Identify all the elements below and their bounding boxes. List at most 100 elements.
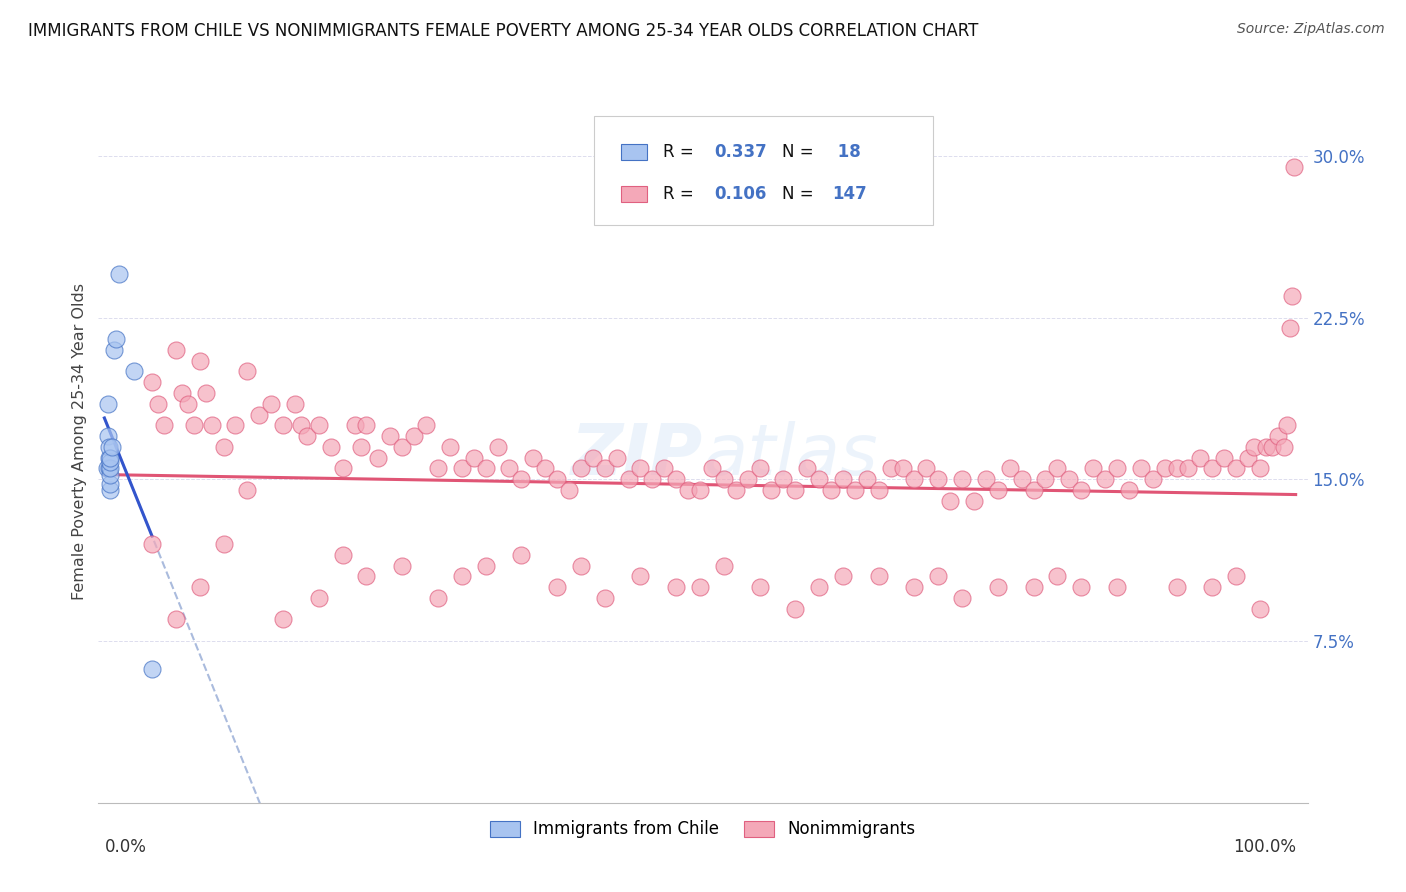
Point <box>391 440 413 454</box>
Point <box>1129 461 1152 475</box>
Point <box>153 418 176 433</box>
Point <box>98 440 121 454</box>
Point <box>796 461 818 475</box>
Point <box>748 580 770 594</box>
Point <box>1046 461 1069 475</box>
Point <box>534 461 557 475</box>
Point <box>1118 483 1140 497</box>
Point <box>832 569 855 583</box>
Point <box>963 493 986 508</box>
Point <box>194 386 217 401</box>
Point <box>820 483 842 497</box>
Bar <box>621 186 647 202</box>
Point <box>510 472 533 486</box>
Point <box>177 397 200 411</box>
Point <box>1284 160 1306 174</box>
Point <box>1189 450 1212 465</box>
Text: 0.0%: 0.0% <box>104 838 146 855</box>
Point <box>617 472 640 486</box>
Point <box>122 364 145 378</box>
Point <box>593 461 616 475</box>
Point <box>915 461 938 475</box>
Point <box>98 467 121 482</box>
Point <box>606 450 628 465</box>
Point <box>1277 418 1299 433</box>
Point <box>200 418 222 433</box>
Point <box>319 440 342 454</box>
Point <box>950 472 973 486</box>
Point <box>380 429 402 443</box>
Point <box>987 580 1010 594</box>
Point <box>391 558 413 573</box>
Point <box>1254 440 1277 454</box>
Point <box>474 461 496 475</box>
Point <box>689 580 711 594</box>
Point <box>260 397 283 411</box>
Point <box>450 461 472 475</box>
Point <box>1281 289 1303 303</box>
Point <box>97 397 120 411</box>
Point <box>641 472 664 486</box>
Point <box>546 580 568 594</box>
Point <box>439 440 461 454</box>
Point <box>98 450 121 465</box>
Text: Source: ZipAtlas.com: Source: ZipAtlas.com <box>1237 22 1385 37</box>
Point <box>546 472 568 486</box>
Point <box>332 461 354 475</box>
Point <box>97 429 120 443</box>
Point <box>1011 472 1033 486</box>
Point <box>772 472 794 486</box>
Point <box>1249 601 1271 615</box>
Point <box>1070 483 1092 497</box>
Point <box>247 408 270 422</box>
Point <box>308 591 330 605</box>
Point <box>1225 461 1247 475</box>
Point <box>569 461 592 475</box>
Point <box>1201 461 1223 475</box>
Point <box>1278 321 1301 335</box>
Point <box>1059 472 1081 486</box>
Point <box>1249 461 1271 475</box>
Point <box>98 450 121 465</box>
Point <box>665 580 688 594</box>
Point <box>1070 580 1092 594</box>
Point <box>188 353 211 368</box>
Point <box>1177 461 1199 475</box>
Point <box>676 483 699 497</box>
Point <box>808 472 831 486</box>
Point <box>356 569 378 583</box>
Point <box>356 418 378 433</box>
Point <box>107 268 129 282</box>
Point <box>1081 461 1104 475</box>
Point <box>98 461 121 475</box>
Point <box>832 472 855 486</box>
Point <box>630 569 652 583</box>
Point <box>96 461 118 475</box>
Text: R =: R = <box>664 185 699 203</box>
Point <box>927 472 949 486</box>
Text: N =: N = <box>782 143 818 161</box>
Point <box>236 364 259 378</box>
Text: R =: R = <box>664 143 699 161</box>
Point <box>1213 450 1236 465</box>
Point <box>1267 429 1289 443</box>
Point <box>522 450 544 465</box>
Point <box>105 332 128 346</box>
Point <box>1105 461 1128 475</box>
Point <box>343 418 366 433</box>
Point <box>713 472 735 486</box>
Point <box>165 612 187 626</box>
Point <box>474 558 496 573</box>
Point <box>844 483 866 497</box>
Point <box>98 461 121 475</box>
Point <box>665 472 688 486</box>
Point <box>748 461 770 475</box>
Point <box>593 591 616 605</box>
Point <box>1272 440 1295 454</box>
Point <box>1225 569 1247 583</box>
Point <box>332 548 354 562</box>
Point <box>868 569 890 583</box>
Text: 100.0%: 100.0% <box>1233 838 1296 855</box>
Point <box>1237 450 1260 465</box>
Point <box>103 343 125 357</box>
